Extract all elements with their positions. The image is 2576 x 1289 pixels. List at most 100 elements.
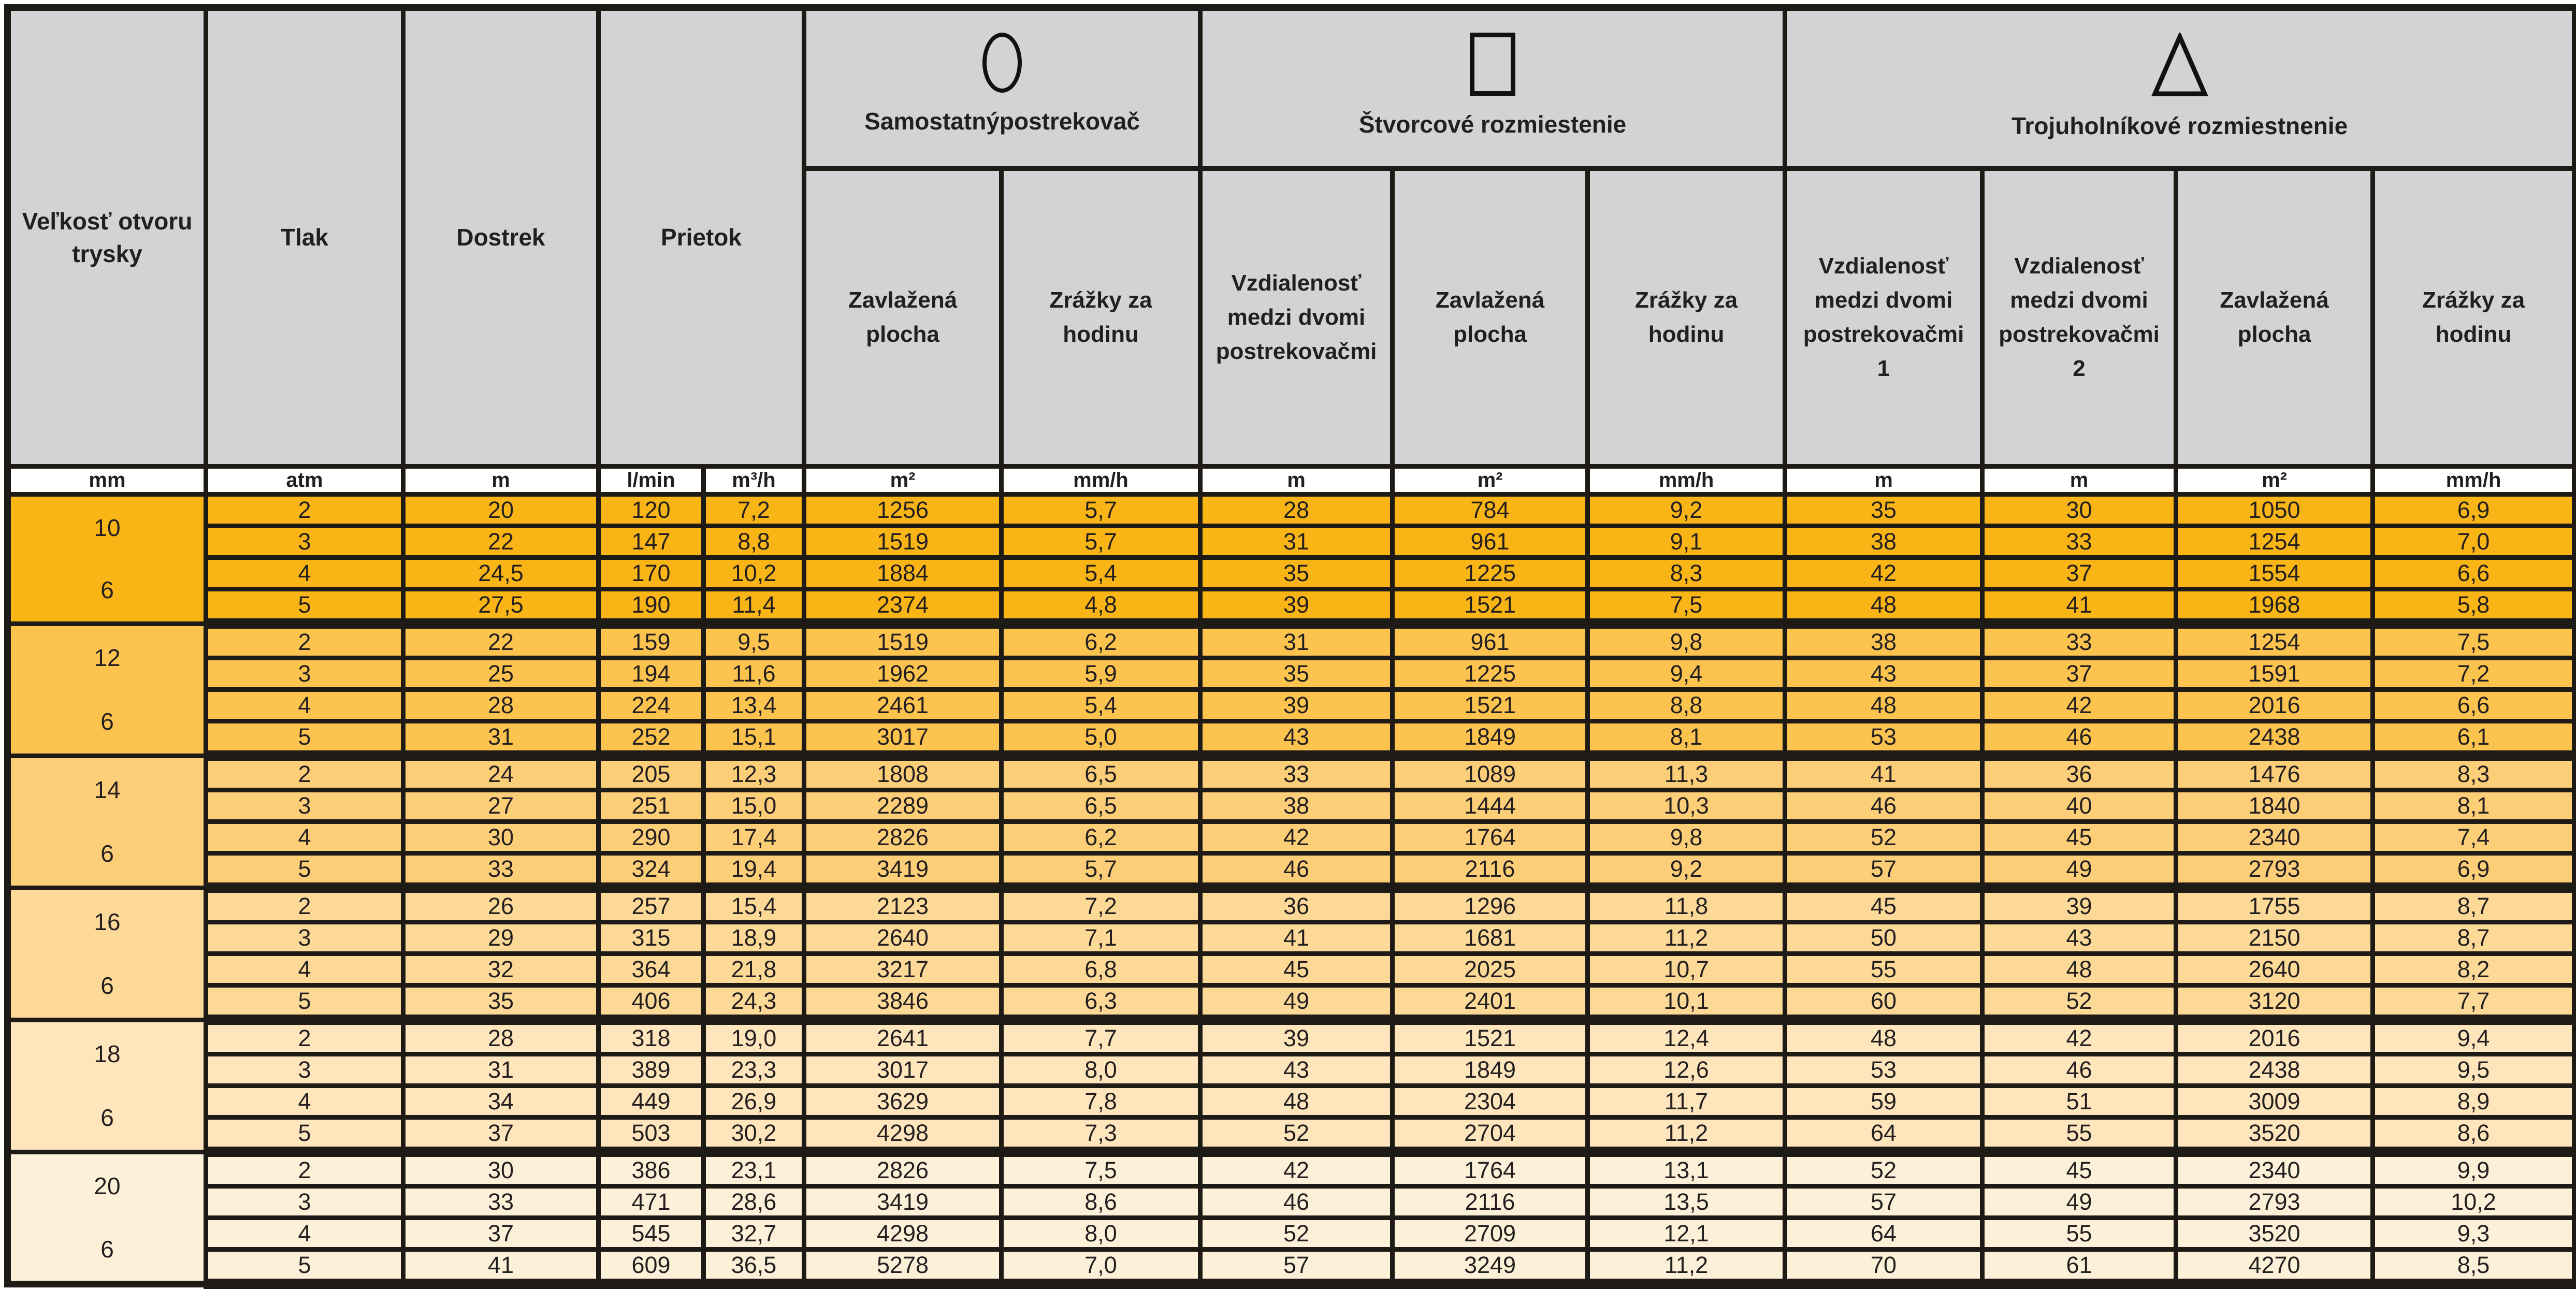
cell-stvorec-zavlazena-plocha: 1764 xyxy=(1390,1149,1590,1189)
cell-trojuholnik-zrazky: 6,1 xyxy=(2370,719,2576,761)
cell-samostatny-zrazky: 7,2 xyxy=(999,885,1203,924)
square-icon xyxy=(1470,33,1516,96)
cell-trojuholnik-zavlazena-plocha: 2793 xyxy=(2174,1184,2376,1220)
cell-prietok-lmin: 190 xyxy=(596,587,706,629)
cell-trojuholnik-zavlazena-plocha: 3520 xyxy=(2174,1215,2376,1252)
cell-trojuholnik-vzdialenost-2: 61 xyxy=(1980,1247,2179,1289)
cell-tlak: 4 xyxy=(204,951,406,988)
cell-stvorec-zavlazena-plocha: 1225 xyxy=(1390,555,1590,591)
cell-prietok-lmin: 386 xyxy=(596,1149,706,1189)
cell-prietok-m3h: 23,1 xyxy=(701,1149,807,1189)
cell-stvorec-vzdialenost: 46 xyxy=(1198,851,1395,893)
cell-stvorec-zrazky: 11,7 xyxy=(1585,1083,1788,1120)
cell-stvorec-vzdialenost: 39 xyxy=(1198,1017,1395,1056)
cell-trojuholnik-zrazky: 8,7 xyxy=(2370,885,2576,924)
cell-samostatny-zrazky: 6,5 xyxy=(999,753,1203,792)
cell-stvorec-zrazky: 11,2 xyxy=(1585,1115,1788,1157)
cell-trojuholnik-vzdialenost-1: 64 xyxy=(1783,1215,1985,1252)
nozzle-main-label: 20 xyxy=(94,1172,121,1199)
nozzle-secondary-label: 6 xyxy=(100,1235,114,1263)
cell-stvorec-zrazky: 13,5 xyxy=(1585,1184,1788,1220)
cell-prietok-m3h: 21,8 xyxy=(701,951,807,988)
cell-prietok-lmin: 471 xyxy=(596,1184,706,1220)
cell-stvorec-zrazky: 7,5 xyxy=(1585,587,1788,629)
cell-stvorec-vzdialenost: 31 xyxy=(1198,524,1395,560)
data-row: 5 35 406 24,3 3846 6,3 49 2401 10,1 60 52 3120 7,7 xyxy=(8,983,2576,1025)
cell-dostrek: 22 xyxy=(401,524,601,560)
cell-stvorec-zrazky: 8,8 xyxy=(1585,687,1788,723)
units-row: mm atm m l/min m³/h m² mm/h m m² mm/h m … xyxy=(5,464,2576,497)
cell-samostatny-zrazky: 5,9 xyxy=(999,656,1203,692)
cell-prietok-lmin: 503 xyxy=(596,1115,706,1157)
cell-trojuholnik-vzdialenost-1: 45 xyxy=(1783,885,1985,924)
cell-samostatny-zrazky: 8,6 xyxy=(999,1184,1203,1220)
cell-stvorec-zavlazena-plocha: 1521 xyxy=(1390,687,1590,723)
cell-samostatny-zrazky: 7,1 xyxy=(999,920,1203,956)
range-label: Dostrek xyxy=(456,224,545,251)
cell-samostatny-zavlazena-plocha: 3419 xyxy=(802,1184,1004,1220)
cell-trojuholnik-vzdialenost-1: 60 xyxy=(1783,983,1985,1025)
cell-prietok-m3h: 10,2 xyxy=(701,555,807,591)
cell-trojuholnik-vzdialenost-2: 30 xyxy=(1980,492,2179,528)
cell-stvorec-zrazky: 8,3 xyxy=(1585,555,1788,591)
flow-label: Prietok xyxy=(661,224,742,251)
cell-stvorec-vzdialenost: 41 xyxy=(1198,920,1395,956)
cell-prietok-lmin: 449 xyxy=(596,1083,706,1120)
cell-tlak: 2 xyxy=(204,621,406,660)
subheader-triangle-distance-2: Vzdialenosť medzi dvomi postrekovačmi 2 xyxy=(1980,166,2179,469)
cell-trojuholnik-zrazky: 8,1 xyxy=(2370,788,2576,824)
cell-stvorec-vzdialenost: 35 xyxy=(1198,656,1395,692)
cell-stvorec-vzdialenost: 33 xyxy=(1198,753,1395,792)
cell-prietok-m3h: 36,5 xyxy=(701,1247,807,1289)
cell-prietok-m3h: 7,2 xyxy=(701,492,807,528)
cell-trojuholnik-vzdialenost-2: 42 xyxy=(1980,1017,2179,1056)
square-layout-title: Štvorcové rozmiestenie xyxy=(1358,111,1627,138)
cell-prietok-m3h: 15,0 xyxy=(701,788,807,824)
cell-trojuholnik-vzdialenost-2: 42 xyxy=(1980,687,2179,723)
cell-stvorec-vzdialenost: 49 xyxy=(1198,983,1395,1025)
cell-stvorec-zavlazena-plocha: 961 xyxy=(1390,621,1590,660)
cell-trojuholnik-vzdialenost-2: 33 xyxy=(1980,524,2179,560)
cell-trojuholnik-vzdialenost-2: 48 xyxy=(1980,951,2179,988)
cell-prietok-lmin: 120 xyxy=(596,492,706,528)
unit-cell-m: m xyxy=(1783,464,1985,497)
cell-samostatny-zavlazena-plocha: 2826 xyxy=(802,819,1004,856)
cell-tlak: 2 xyxy=(204,885,406,924)
subheader-single-irrigated-area: Zavlažená plocha xyxy=(802,166,1004,469)
cell-trojuholnik-vzdialenost-2: 52 xyxy=(1980,983,2179,1025)
cell-stvorec-zrazky: 11,2 xyxy=(1585,1247,1788,1289)
cell-prietok-m3h: 12,3 xyxy=(701,753,807,792)
cell-trojuholnik-zrazky: 6,9 xyxy=(2370,851,2576,893)
cell-trojuholnik-zavlazena-plocha: 1476 xyxy=(2174,753,2376,792)
cell-prietok-lmin: 315 xyxy=(596,920,706,956)
cell-trojuholnik-vzdialenost-2: 55 xyxy=(1980,1115,2179,1157)
cell-trojuholnik-vzdialenost-1: 48 xyxy=(1783,1017,1985,1056)
cell-stvorec-vzdialenost: 48 xyxy=(1198,1083,1395,1120)
cell-stvorec-zavlazena-plocha: 2704 xyxy=(1390,1115,1590,1157)
cell-prietok-m3h: 8,8 xyxy=(701,524,807,560)
cell-stvorec-vzdialenost: 43 xyxy=(1198,1052,1395,1088)
cell-trojuholnik-zrazky: 6,6 xyxy=(2370,555,2576,591)
cell-trojuholnik-zavlazena-plocha: 2793 xyxy=(2174,851,2376,893)
cell-stvorec-zrazky: 10,7 xyxy=(1585,951,1788,988)
cell-trojuholnik-zavlazena-plocha: 2438 xyxy=(2174,1052,2376,1088)
nozzle-size-label: Veľkosť otvoru trysky xyxy=(22,208,193,267)
sprinkler-spec-table: Veľkosť otvoru trysky Tlak Dostrek Priet… xyxy=(4,4,2576,1289)
unit-cell-m2: m² xyxy=(1390,464,1590,497)
cell-trojuholnik-vzdialenost-2: 36 xyxy=(1980,753,2179,792)
cell-trojuholnik-zavlazena-plocha: 2016 xyxy=(2174,1017,2376,1056)
subheader-triangle-irrigated-area: Zavlažená plocha xyxy=(2174,166,2376,469)
cell-stvorec-vzdialenost: 35 xyxy=(1198,555,1395,591)
cell-stvorec-zavlazena-plocha: 1225 xyxy=(1390,656,1590,692)
unit-cell-m3h: m³/h xyxy=(701,464,807,497)
cell-samostatny-zrazky: 7,0 xyxy=(999,1247,1203,1289)
cell-prietok-lmin: 318 xyxy=(596,1017,706,1056)
cell-trojuholnik-zavlazena-plocha: 3120 xyxy=(2174,983,2376,1025)
cell-trojuholnik-zavlazena-plocha: 2340 xyxy=(2174,1149,2376,1189)
cell-samostatny-zrazky: 7,7 xyxy=(999,1017,1203,1056)
nozzle-size-cell: 14 6 xyxy=(5,753,208,890)
cell-stvorec-zrazky: 12,4 xyxy=(1585,1017,1788,1056)
cell-trojuholnik-vzdialenost-2: 37 xyxy=(1980,555,2179,591)
cell-samostatny-zrazky: 4,8 xyxy=(999,587,1203,629)
cell-trojuholnik-zavlazena-plocha: 2438 xyxy=(2174,719,2376,761)
